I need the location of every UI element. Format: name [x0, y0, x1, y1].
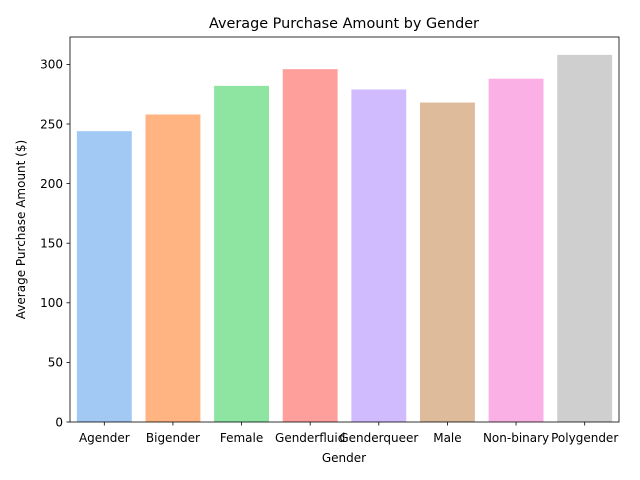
- y-tick-label: 150: [40, 237, 63, 251]
- plot-frame: [69, 36, 620, 423]
- x-tick-label: Non-binary: [483, 431, 549, 445]
- x-axis-title: Gender: [322, 451, 366, 465]
- bar-genderqueer: [351, 89, 407, 422]
- y-tick-label: 300: [40, 58, 63, 72]
- chart-title: Average Purchase Amount by Gender: [209, 16, 479, 32]
- y-axis: 0 50 100 150 200 250 300: [40, 58, 70, 429]
- x-axis: Agender Bigender Female GenderfluidGenderqu…: [79, 422, 618, 445]
- x-tick-label: Genderqueer: [339, 431, 418, 445]
- x-tick-label: Bigender: [146, 431, 200, 445]
- x-tick-label: Agender: [79, 431, 130, 445]
- bar-male: [419, 102, 475, 422]
- x-tick-label: Polygender: [551, 431, 618, 445]
- y-tick-label: 200: [40, 177, 63, 191]
- x-tick-label: Female: [220, 431, 263, 445]
- y-tick-label: 50: [48, 356, 63, 370]
- bar-female: [214, 85, 270, 423]
- bar-polygender: [557, 54, 613, 422]
- y-tick-label: 250: [40, 117, 63, 131]
- y-tick-label: 100: [40, 296, 63, 310]
- bar-non-binary: [488, 78, 544, 423]
- bars-group: [76, 54, 613, 423]
- x-tick-label: Male: [433, 431, 461, 445]
- y-axis-title: Average Purchase Amount ($): [14, 140, 28, 319]
- x-tick-label: Genderfluid: [275, 431, 345, 445]
- bar-genderfluid: [282, 69, 338, 422]
- y-tick-label: 0: [55, 415, 63, 429]
- bar-bigender: [145, 114, 201, 423]
- bar-agender: [76, 131, 132, 422]
